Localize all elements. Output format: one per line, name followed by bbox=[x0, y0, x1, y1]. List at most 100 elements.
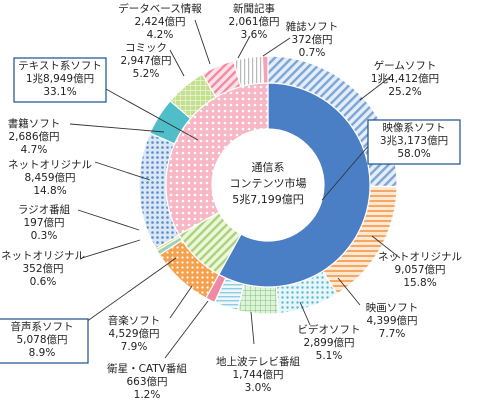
leader-lines bbox=[69, 19, 401, 359]
outer-label-6-name: 音楽ソフト bbox=[108, 314, 161, 327]
outer-label-5-amount: 663億円 bbox=[126, 375, 167, 388]
outer-label-7-amount: 352億円 bbox=[22, 262, 63, 275]
leader-line-5 bbox=[164, 300, 209, 359]
outer-label-2-percent: 7.7% bbox=[379, 328, 406, 340]
center-label-line-3: 5兆7,199億円 bbox=[232, 193, 304, 206]
leader-line-14 bbox=[262, 37, 291, 57]
outer-label-3-amount: 2,899億円 bbox=[303, 336, 354, 349]
outer-label-14-percent: 0.7% bbox=[299, 47, 326, 59]
outer-label-8-amount: 197億円 bbox=[23, 216, 64, 229]
outer-label-2-amount: 4,399億円 bbox=[366, 314, 417, 327]
leader-line-13 bbox=[237, 35, 251, 59]
leader-line-7 bbox=[81, 239, 141, 259]
outer-label-12-percent: 4.2% bbox=[147, 29, 174, 41]
outer-label-3-name: ビデオソフト bbox=[298, 323, 361, 336]
leader-line-11 bbox=[169, 49, 185, 77]
leader-line-15 bbox=[321, 143, 371, 201]
outer-label-10-percent: 4.7% bbox=[21, 144, 48, 156]
center-label-line-1: 通信系 bbox=[252, 161, 285, 174]
outer-label-9-amount: 8,459億円 bbox=[24, 171, 75, 184]
outer-label-14-name: 雑誌ソフト bbox=[286, 20, 339, 33]
inner-ring bbox=[165, 82, 371, 288]
outer-label-13-name: 新聞記事 bbox=[233, 2, 275, 15]
leader-line-8 bbox=[77, 209, 140, 231]
outer-label-7-percent: 0.6% bbox=[30, 276, 57, 288]
outer-label-14-amount: 372億円 bbox=[291, 33, 332, 46]
outer-label-9-percent: 14.8% bbox=[33, 185, 66, 197]
leader-line-10 bbox=[69, 123, 165, 133]
outer-label-1-percent: 15.8% bbox=[403, 277, 436, 289]
outer-label-7-name: ネットオリジナル bbox=[1, 250, 85, 262]
leader-line-12 bbox=[194, 19, 211, 65]
leader-line-16 bbox=[85, 257, 177, 323]
outer-label-3-percent: 5.1% bbox=[316, 350, 343, 362]
leader-line-1 bbox=[371, 235, 401, 259]
outer-label-12-amount: 2,424億円 bbox=[134, 15, 185, 28]
outer-slice-3 bbox=[236, 283, 280, 315]
outer-label-6-percent: 7.9% bbox=[121, 341, 148, 353]
outer-label-4-name: 地上波テレビ番組 bbox=[216, 355, 300, 368]
outer-label-8-name: ラジオ番組 bbox=[18, 203, 71, 216]
inner-label-2-amount: 1兆8,949億円 bbox=[26, 72, 94, 85]
outer-label-13-amount: 2,061億円 bbox=[228, 15, 279, 28]
inner-label-0-percent: 58.0% bbox=[397, 148, 430, 160]
center-label-line-2: コンテンツ市場 bbox=[230, 176, 307, 190]
outer-label-4-amount: 1,744億円 bbox=[232, 368, 283, 381]
outer-label-0-percent: 25.2% bbox=[388, 86, 421, 98]
leader-line-6 bbox=[169, 285, 193, 319]
inner-label-1-name: 音声系ソフト bbox=[11, 320, 74, 333]
inner-label-2-name: テキスト系ソフト bbox=[18, 60, 102, 72]
outer-slice-14 bbox=[261, 55, 269, 84]
outer-label-11-percent: 5.2% bbox=[133, 68, 160, 80]
slice-labels: ゲームソフト1兆4,412億円25.2%ネットオリジナル9,057億円15.8%… bbox=[0, 2, 462, 401]
outer-label-11-amount: 2,947億円 bbox=[120, 54, 171, 67]
leader-line-3 bbox=[299, 301, 311, 326]
inner-label-0-amount: 3兆3,173億円 bbox=[380, 134, 448, 147]
leader-line-2 bbox=[337, 277, 361, 306]
center-label: 通信系 コンテンツ市場 5兆7,199億円 bbox=[230, 161, 307, 206]
outer-label-5-percent: 1.2% bbox=[134, 389, 161, 401]
outer-label-13-percent: 3.6% bbox=[241, 29, 268, 41]
outer-label-2-name: 映画ソフト bbox=[366, 302, 419, 314]
outer-label-4-percent: 3.0% bbox=[245, 382, 272, 394]
outer-label-6-amount: 4,529億円 bbox=[108, 327, 159, 340]
outer-label-9-name: ネットオリジナル bbox=[8, 159, 92, 171]
outer-ring bbox=[138, 55, 398, 315]
outer-label-1-name: ネットオリジナル bbox=[378, 251, 462, 263]
outer-label-5-name: 衛星・CATV番組 bbox=[107, 362, 187, 375]
inner-label-1-percent: 8.9% bbox=[29, 347, 56, 359]
leader-line-4 bbox=[250, 311, 255, 345]
leader-line-9 bbox=[94, 161, 151, 181]
inner-slice-2 bbox=[165, 82, 269, 236]
inner-label-1-frame bbox=[0, 318, 89, 364]
outer-label-0-amount: 1兆4,412億円 bbox=[371, 72, 439, 85]
inner-slice-0 bbox=[218, 82, 371, 288]
outer-label-8-percent: 0.3% bbox=[31, 230, 58, 242]
outer-label-0-name: ゲームソフト bbox=[374, 60, 437, 72]
inner-label-0-frame bbox=[367, 119, 461, 165]
outer-label-12-name: データベース情報 bbox=[118, 2, 202, 15]
leader-line-0 bbox=[359, 76, 391, 101]
inner-label-0-name: 映像系ソフト bbox=[383, 122, 446, 134]
inner-label-2-frame bbox=[13, 57, 107, 103]
outer-label-10-name: 書籍ソフト bbox=[8, 117, 61, 130]
outer-label-1-amount: 9,057億円 bbox=[394, 263, 445, 276]
inner-label-1-amount: 5,078億円 bbox=[16, 333, 67, 346]
